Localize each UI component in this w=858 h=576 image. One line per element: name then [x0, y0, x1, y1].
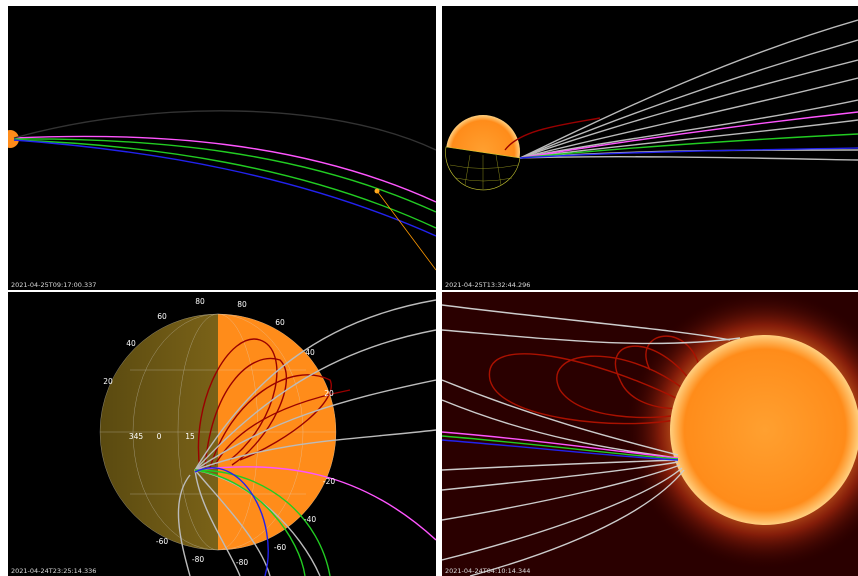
grid-label: 80	[195, 297, 205, 306]
grid-label: -60	[156, 537, 168, 546]
grid-label: 20	[103, 377, 113, 386]
grid-label: 20	[324, 389, 334, 398]
timestamp: 2021-04-25T09:17:00.337	[11, 281, 96, 289]
panel-1: 2021-04-25T09:17:00.337	[8, 6, 436, 290]
timestamp: 2021-04-24T23:25:14.336	[11, 567, 96, 575]
grid-label: 60	[157, 312, 167, 321]
timestamp: 2021-04-24T04:10:14.344	[445, 567, 530, 575]
grid-label: -80	[236, 558, 248, 567]
grid-label: -40	[304, 515, 316, 524]
grid-label: 15	[185, 432, 195, 441]
grid-label: -20	[323, 477, 335, 486]
panel-2: 2021-04-25T13:32:44.296	[442, 6, 858, 290]
grid-label: 40	[305, 348, 315, 357]
grid-label: 345	[129, 432, 144, 441]
panel-3: 80 60 40 20 345 0 15 -60 -80 80 60 40 20…	[8, 292, 436, 576]
grid-label: 0	[157, 432, 162, 441]
grid-label: 80	[237, 300, 247, 309]
grid-label: 60	[275, 318, 285, 327]
grid-label: -60	[274, 543, 286, 552]
timestamp: 2021-04-25T13:32:44.296	[445, 281, 530, 289]
grid-label: 40	[126, 339, 136, 348]
panel-4: 2021-04-24T04:10:14.344	[442, 292, 858, 576]
grid-label: -80	[192, 555, 204, 564]
